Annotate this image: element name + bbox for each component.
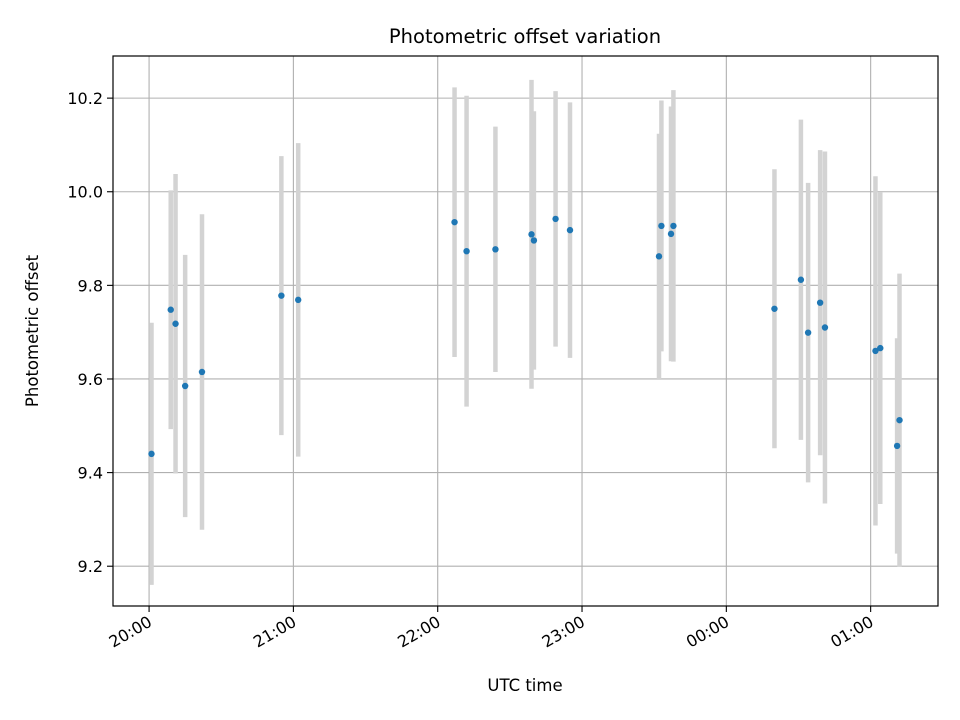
data-point <box>172 320 179 327</box>
data-point <box>670 222 677 230</box>
data-point <box>804 329 812 336</box>
data-point <box>877 344 884 352</box>
x-axis-label: UTC time <box>487 676 562 695</box>
data-point <box>893 442 901 450</box>
y-tick-label: 9.2 <box>78 557 103 576</box>
data-point <box>148 450 155 458</box>
data-point <box>658 222 665 230</box>
data-point <box>771 305 778 312</box>
data-point <box>451 218 458 226</box>
data-point <box>667 230 675 238</box>
data-point <box>566 226 574 234</box>
data-point <box>528 231 535 238</box>
data-point <box>530 237 538 244</box>
data-point <box>167 306 174 313</box>
y-axis-label: Photometric offset <box>23 254 42 407</box>
chart-title: Photometric offset variation <box>389 25 661 48</box>
data-point <box>492 246 499 253</box>
data-point <box>896 416 903 424</box>
y-tick-label: 9.8 <box>78 276 103 295</box>
data-point <box>872 347 879 355</box>
data-point <box>816 299 824 306</box>
data-point <box>797 276 805 283</box>
data-point <box>552 215 559 223</box>
data-point <box>655 253 663 260</box>
plot-area-frame <box>112 55 939 607</box>
data-point <box>198 368 206 376</box>
y-tick-label: 9.4 <box>78 464 103 483</box>
data-point <box>181 382 189 390</box>
data-point <box>278 292 285 299</box>
data-point <box>821 324 829 331</box>
data-points <box>148 215 903 458</box>
y-tick-label: 9.6 <box>78 370 103 389</box>
data-point <box>295 296 302 304</box>
data-point <box>463 247 470 255</box>
y-tick-label: 10.2 <box>67 89 103 108</box>
y-tick-label: 10.0 <box>67 183 103 202</box>
